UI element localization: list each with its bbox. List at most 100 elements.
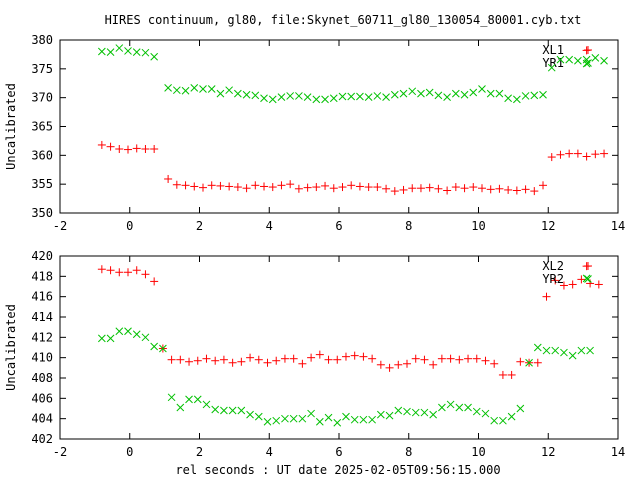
data-point xyxy=(568,280,577,289)
data-point xyxy=(198,183,207,192)
data-point xyxy=(582,274,591,283)
data-point xyxy=(600,56,608,65)
data-point xyxy=(216,89,225,98)
data-point xyxy=(355,182,364,191)
x-tick-label: 4 xyxy=(266,219,273,233)
x-tick-label: 12 xyxy=(541,219,555,233)
data-point xyxy=(408,184,417,193)
data-point xyxy=(303,93,312,101)
data-point xyxy=(251,91,260,100)
data-point xyxy=(364,183,373,192)
y-axis-label: Uncalibrated xyxy=(4,83,18,170)
data-point xyxy=(460,184,469,193)
data-point xyxy=(268,95,277,104)
data-point xyxy=(115,144,124,153)
data-point xyxy=(106,48,115,56)
data-point xyxy=(106,266,115,275)
data-point xyxy=(124,47,132,55)
x-tick-label: 14 xyxy=(611,219,625,233)
data-point xyxy=(600,149,609,158)
data-point xyxy=(181,181,190,190)
data-point xyxy=(556,150,565,159)
data-point xyxy=(499,416,507,425)
data-point xyxy=(324,355,333,364)
legend-label: XL1 xyxy=(542,43,564,57)
data-point xyxy=(495,89,504,98)
data-point xyxy=(246,353,255,362)
data-point xyxy=(513,95,521,104)
data-point xyxy=(591,54,600,62)
data-point xyxy=(132,144,141,153)
data-point xyxy=(565,149,574,158)
x-tick-label: 0 xyxy=(126,445,133,459)
data-point xyxy=(451,183,460,192)
data-point xyxy=(347,181,356,190)
data-point xyxy=(207,85,216,93)
data-point xyxy=(211,405,220,414)
data-point xyxy=(504,94,512,103)
y-tick-label: 380 xyxy=(31,33,53,47)
x-tick-label: 8 xyxy=(405,445,412,459)
data-point xyxy=(234,89,242,98)
data-point xyxy=(251,181,260,190)
data-point xyxy=(225,182,234,191)
data-point xyxy=(294,184,303,193)
data-point xyxy=(429,360,438,369)
data-point xyxy=(530,91,539,100)
data-point xyxy=(329,94,338,103)
data-point xyxy=(530,187,539,196)
data-point xyxy=(568,351,577,360)
data-point xyxy=(342,412,350,421)
x-tick-label: 12 xyxy=(541,445,555,459)
data-point xyxy=(289,414,298,423)
data-point xyxy=(359,415,368,424)
data-point xyxy=(403,407,411,416)
data-point xyxy=(417,89,425,98)
x-tick-label: 2 xyxy=(196,219,203,233)
legend-label: YR1 xyxy=(542,56,564,70)
y-tick-label: 365 xyxy=(31,120,53,134)
data-point xyxy=(159,344,167,353)
data-point xyxy=(586,346,594,355)
data-point xyxy=(411,408,420,417)
data-point xyxy=(437,354,446,363)
legend-cross-marker xyxy=(584,275,592,283)
data-point xyxy=(211,356,220,365)
data-point xyxy=(298,414,307,423)
data-point xyxy=(582,46,591,55)
data-point xyxy=(507,412,516,421)
data-point xyxy=(577,346,586,355)
data-point xyxy=(469,183,478,192)
data-point xyxy=(237,357,246,366)
data-point xyxy=(455,355,464,364)
data-point xyxy=(507,370,516,379)
data-point xyxy=(490,416,499,425)
data-point xyxy=(341,352,350,361)
data-point xyxy=(582,59,591,68)
data-point xyxy=(97,334,106,343)
data-point xyxy=(573,149,582,158)
data-point xyxy=(228,358,237,367)
data-point xyxy=(438,403,446,412)
data-point xyxy=(425,183,434,192)
data-point xyxy=(321,181,330,190)
data-point xyxy=(307,409,315,418)
data-point xyxy=(141,333,150,342)
data-point xyxy=(220,406,228,415)
data-point xyxy=(315,350,324,359)
data-point xyxy=(460,90,469,99)
data-point xyxy=(164,174,173,183)
data-point xyxy=(481,356,490,365)
data-point xyxy=(277,181,286,190)
data-point xyxy=(193,395,202,404)
data-point xyxy=(315,417,324,426)
y-tick-label: 350 xyxy=(31,206,53,220)
data-point xyxy=(338,183,347,192)
data-point xyxy=(233,183,242,192)
data-point xyxy=(368,415,376,424)
data-point xyxy=(277,93,286,101)
data-point xyxy=(124,327,132,336)
data-point xyxy=(399,185,408,194)
data-point xyxy=(403,359,412,368)
